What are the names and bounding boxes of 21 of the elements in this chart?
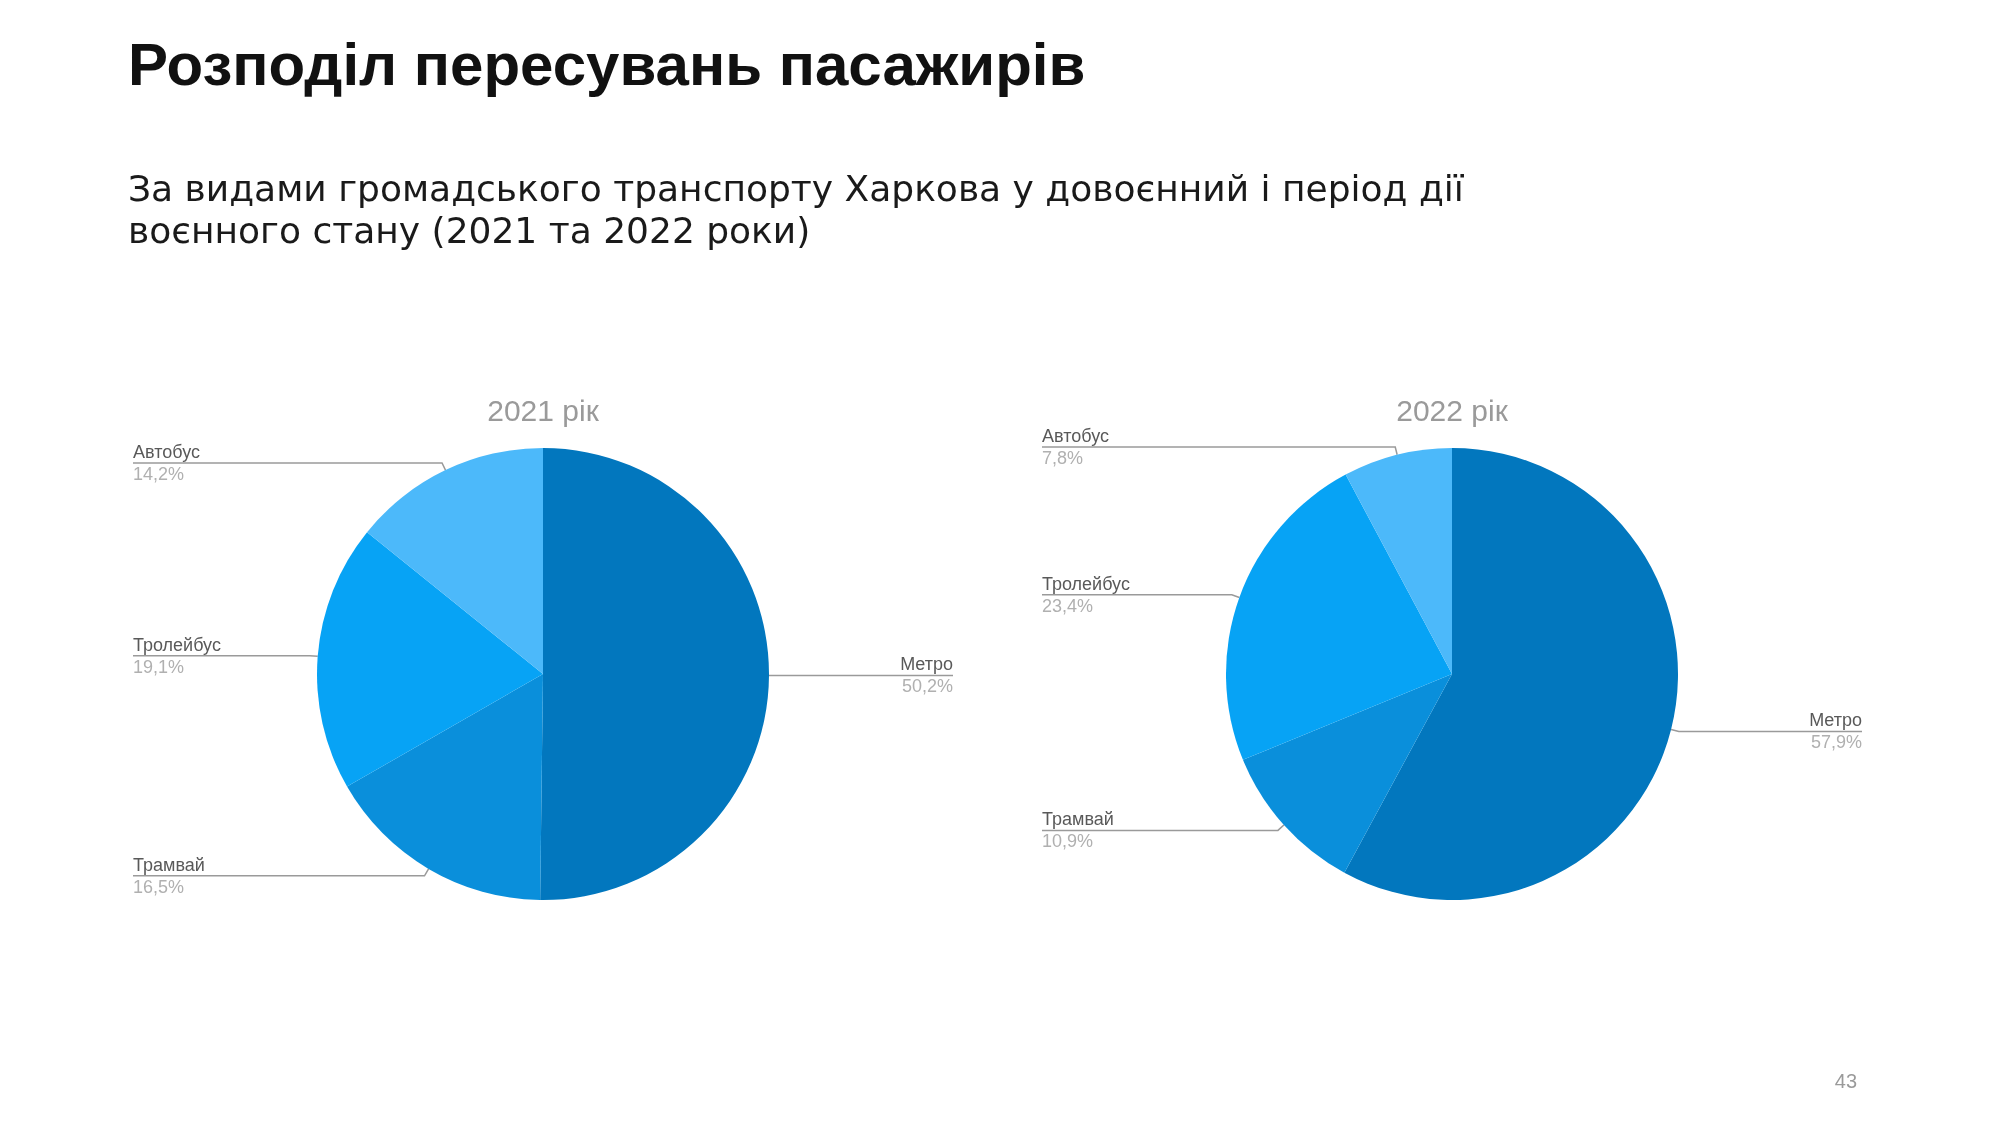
data-label: 16,5% — [133, 876, 185, 897]
data-label: 23,4% — [1042, 595, 1094, 616]
chart-title: 2022 рік — [1396, 393, 1509, 427]
chart-title: 2021 рік — [487, 393, 600, 427]
text: Розподіл пересувань пасажирів — [128, 30, 1087, 100]
data-label: 19,1% — [133, 656, 185, 677]
slice-label: Автобус — [1042, 425, 1109, 446]
text: За видами громадського транспорту Харкова у довоєнний і період дії воєнного стану (2021 та 2022 роки) — [128, 168, 1465, 252]
slice-label: Метро — [1809, 710, 1862, 731]
slice-label: Тролейбус — [133, 634, 221, 655]
data-label: 7,8% — [1042, 447, 1084, 468]
data-label: 57,9% — [1810, 732, 1862, 753]
data-label: 50,2% — [901, 676, 953, 697]
data-label: 14,2% — [133, 463, 185, 484]
slice-label: Метро — [900, 654, 953, 675]
slice-label: Тролейбус — [1042, 573, 1130, 594]
slice-label: Автобус — [133, 441, 200, 462]
slice-label: Трамвай — [1042, 809, 1114, 830]
slice-label: Трамвай — [133, 854, 205, 875]
data-label: 10,9% — [1042, 831, 1094, 852]
text: 43 — [1834, 1070, 1857, 1092]
